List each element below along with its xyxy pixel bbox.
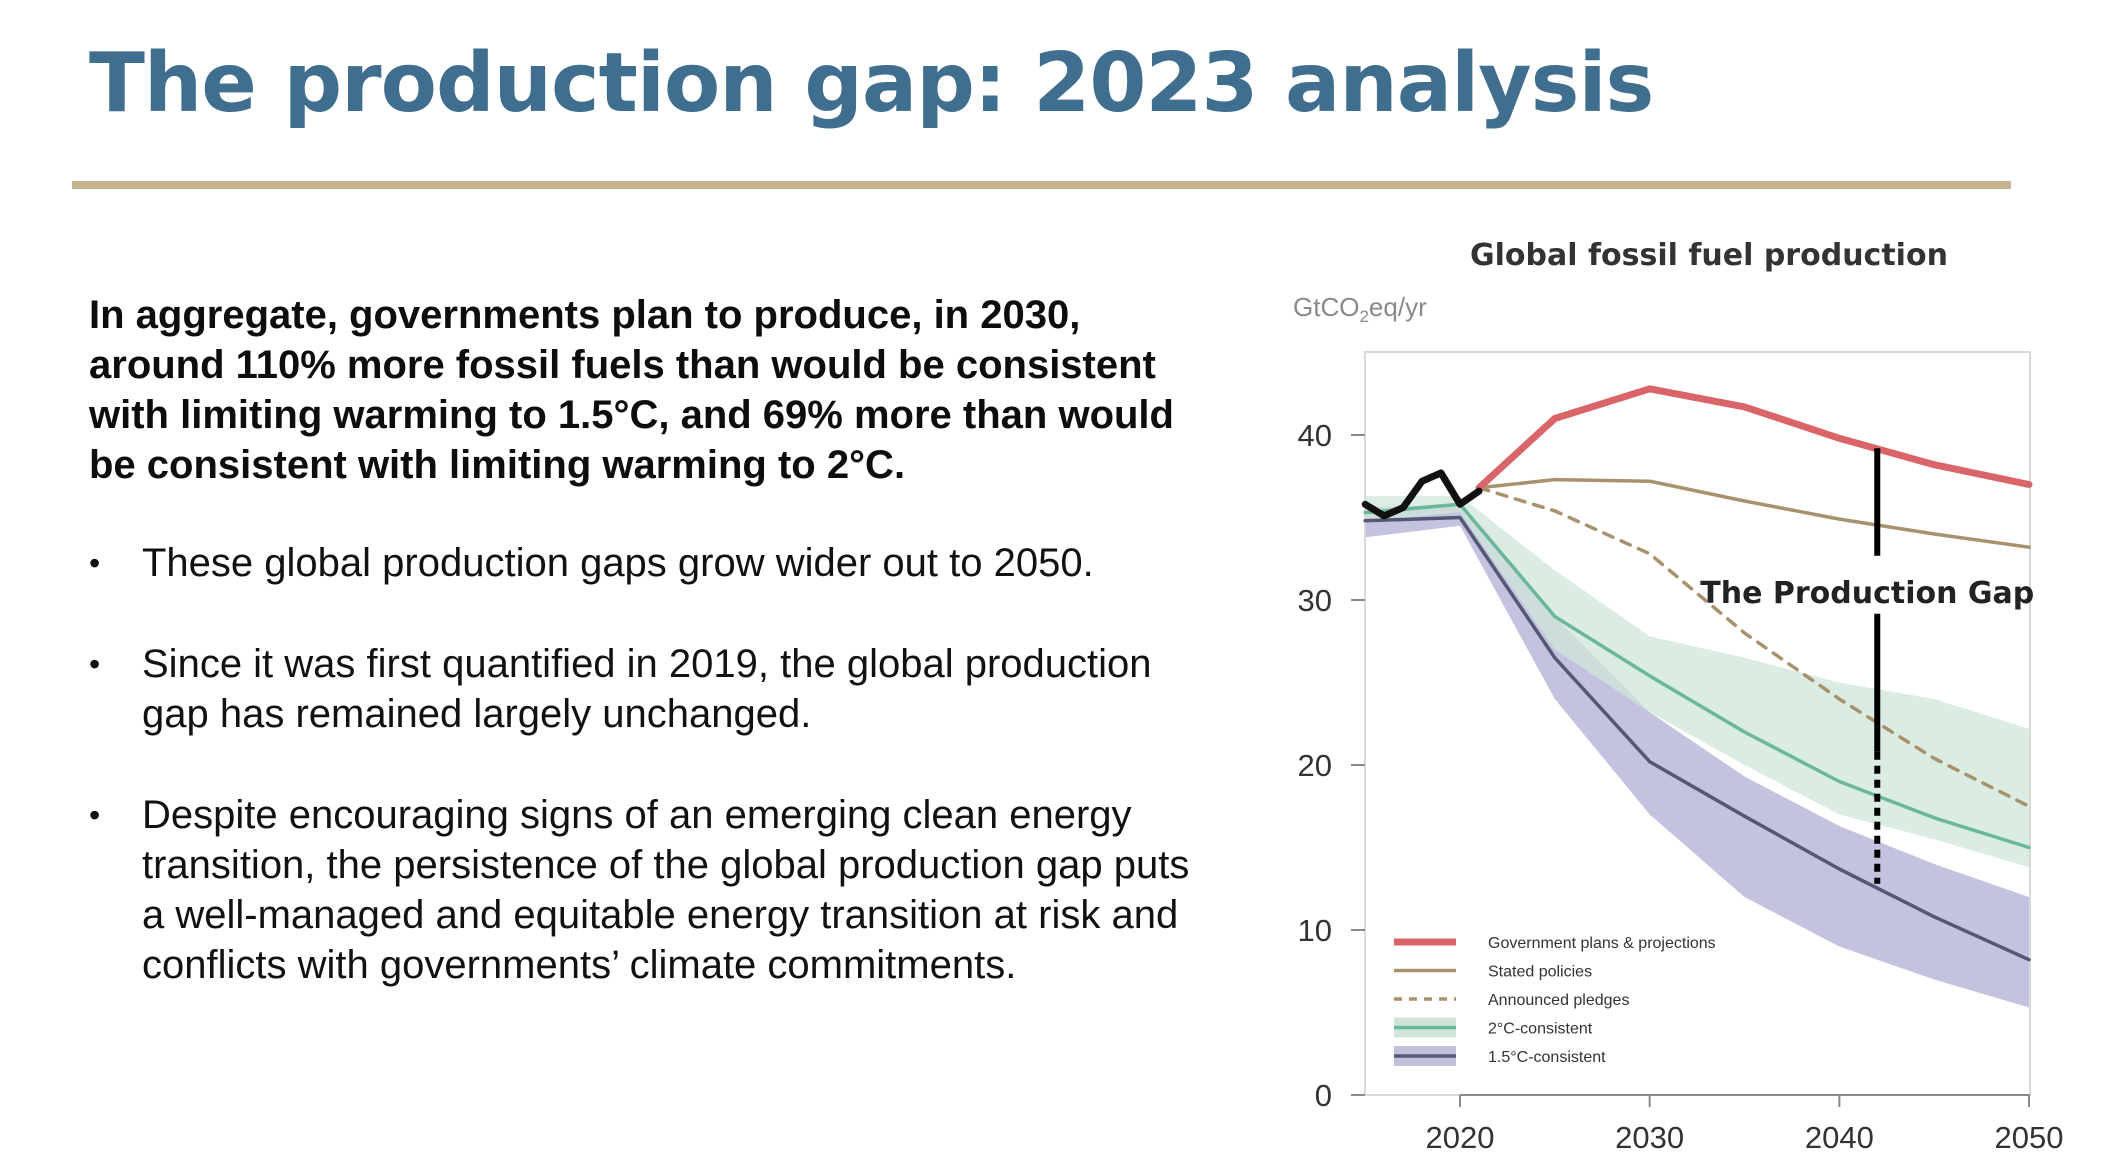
series-2c-consistent [1363, 502, 2031, 850]
y-tick-label: 10 [1298, 913, 1332, 948]
y-tick-label: 20 [1298, 748, 1332, 783]
series-announced-pledges [1477, 486, 2031, 809]
bullet-text: Since it was first quantified in 2019, t… [142, 642, 1152, 736]
legend-label: Announced pledges [1488, 992, 1629, 1009]
bullet-item: • Since it was first quantified in 2019, … [89, 639, 1199, 739]
title-divider [72, 181, 2011, 189]
series-historical [1361, 469, 1483, 520]
bullet-dot-icon: • [89, 646, 101, 682]
unit-prefix: GtCO [1293, 292, 1360, 322]
bullet-dot-icon: • [89, 797, 101, 833]
bullet-list: • These global production gaps grow wider… [89, 538, 1199, 1041]
x-tick-label: 2040 [1805, 1120, 1874, 1155]
legend-1-5c-consistent: 1.5°C-consistent [1394, 1046, 1606, 1066]
series-1-5c-consistent [1363, 515, 2031, 962]
y-tick-label: 40 [1298, 418, 1332, 453]
bullet-text: Despite encouraging signs of an emerging… [142, 793, 1190, 987]
bullet-item: • These global production gaps grow wider… [89, 538, 1199, 588]
bullet-dot-icon: • [89, 545, 101, 581]
legend-label: 1.5°C-consistent [1488, 1049, 1606, 1066]
production-gap-label: The Production Gap [1700, 576, 2034, 611]
legend-announced-pledges: Announced pledges [1394, 992, 1629, 1009]
legend-government-plans: Government plans & projections [1394, 935, 1716, 952]
y-tick-label: 30 [1298, 583, 1332, 618]
legend-2c-consistent: 2°C-consistent [1394, 1017, 1593, 1038]
legend-label: Stated policies [1488, 964, 1592, 981]
series-government-plans [1475, 385, 2033, 492]
unit-suffix: eq/yr [1368, 292, 1427, 322]
x-tick-label: 2030 [1615, 1120, 1684, 1155]
series-stated-policies [1477, 477, 2031, 549]
legend-stated-policies: Stated policies [1394, 964, 1592, 981]
chart-title: Global fossil fuel production [1470, 238, 1948, 273]
legend-label: Government plans & projections [1488, 935, 1716, 952]
legend-label: 2°C-consistent [1488, 1021, 1593, 1038]
lead-paragraph: In aggregate, governments plan to produc… [89, 293, 1174, 487]
chart-unit-label: GtCO2eq/yr [1293, 292, 1427, 327]
bullet-text: These global production gaps grow wider … [142, 541, 1094, 585]
bullet-item: • Despite encouraging signs of an emergin… [89, 790, 1199, 990]
x-tick-label: 2020 [1426, 1120, 1495, 1155]
y-tick-label: 0 [1315, 1078, 1332, 1113]
unit-subscript: 2 [1359, 307, 1369, 327]
x-tick-label: 2050 [1995, 1120, 2064, 1155]
slide-title: The production gap: 2023 analysis [89, 36, 1654, 131]
